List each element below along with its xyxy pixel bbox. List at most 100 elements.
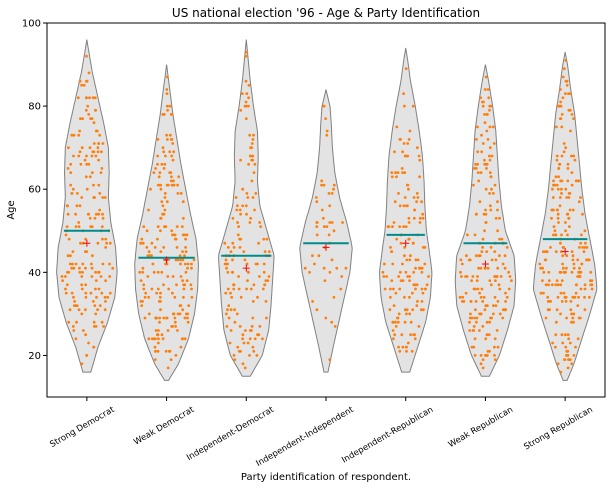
data-point xyxy=(241,333,245,337)
data-point xyxy=(77,221,81,224)
data-point xyxy=(253,162,257,166)
data-point xyxy=(232,283,235,287)
data-point xyxy=(472,167,476,170)
data-point xyxy=(246,196,250,199)
data-point xyxy=(79,241,82,245)
data-point xyxy=(71,250,75,254)
data-point xyxy=(84,266,87,270)
data-point xyxy=(75,304,79,307)
data-point xyxy=(315,221,319,224)
data-point xyxy=(320,179,324,183)
data-point xyxy=(104,279,107,282)
data-point xyxy=(559,291,563,295)
data-point xyxy=(403,196,407,199)
data-point xyxy=(396,171,400,175)
data-point xyxy=(96,308,99,312)
data-point xyxy=(480,150,484,154)
data-point xyxy=(181,279,185,282)
data-point xyxy=(98,192,102,195)
data-point xyxy=(564,229,567,233)
data-point xyxy=(98,208,102,212)
data-point xyxy=(479,362,483,366)
data-point xyxy=(563,333,567,337)
data-point xyxy=(425,283,429,287)
data-point xyxy=(149,187,152,191)
data-point xyxy=(589,270,593,274)
data-point xyxy=(84,283,88,287)
data-point xyxy=(477,266,480,270)
data-point xyxy=(561,96,565,100)
data-point xyxy=(161,146,165,150)
data-point xyxy=(417,154,421,158)
data-point xyxy=(487,333,491,337)
data-point xyxy=(474,300,478,303)
data-point xyxy=(173,320,177,324)
data-point xyxy=(101,142,105,145)
data-point xyxy=(156,349,160,353)
data-point xyxy=(324,316,328,320)
data-point xyxy=(333,325,337,328)
data-point xyxy=(70,291,74,295)
data-point xyxy=(465,254,468,258)
data-point xyxy=(560,333,564,337)
data-point xyxy=(493,358,497,361)
data-point xyxy=(87,113,91,116)
data-point xyxy=(227,304,231,307)
data-point xyxy=(341,221,344,224)
data-point xyxy=(66,204,69,208)
data-point xyxy=(71,325,75,328)
data-point xyxy=(560,192,563,195)
data-point xyxy=(230,295,234,299)
data-point xyxy=(572,312,576,316)
data-point xyxy=(164,154,167,158)
data-point xyxy=(236,221,240,224)
data-point xyxy=(85,162,89,166)
data-point xyxy=(480,287,484,291)
data-point xyxy=(556,187,560,191)
data-point xyxy=(92,300,95,303)
data-point xyxy=(78,266,81,270)
data-point xyxy=(154,167,158,170)
data-point xyxy=(252,133,256,137)
data-point xyxy=(181,200,185,204)
data-point xyxy=(158,316,162,320)
data-point xyxy=(108,241,112,245)
data-point xyxy=(94,270,97,274)
violin-6 xyxy=(454,64,517,377)
data-point xyxy=(560,233,563,237)
data-point xyxy=(558,104,561,108)
data-point xyxy=(584,241,587,245)
data-point xyxy=(231,270,235,274)
y-tick-label: 20 xyxy=(28,351,41,362)
data-point xyxy=(156,225,160,229)
data-point xyxy=(146,254,150,258)
data-point xyxy=(573,158,577,162)
data-point xyxy=(475,316,479,320)
violin-2 xyxy=(134,64,199,381)
data-point xyxy=(251,300,255,303)
data-point xyxy=(181,233,185,237)
data-point xyxy=(478,329,481,332)
data-point xyxy=(236,233,240,237)
data-point xyxy=(485,250,489,254)
data-point xyxy=(488,279,492,282)
data-point xyxy=(153,345,157,349)
data-point xyxy=(182,287,186,291)
data-point xyxy=(100,320,104,324)
data-point xyxy=(183,262,187,266)
data-point xyxy=(231,216,235,220)
data-point xyxy=(423,262,427,266)
data-point xyxy=(175,283,178,287)
data-point xyxy=(264,300,268,303)
data-point xyxy=(77,225,81,229)
data-point xyxy=(571,316,575,320)
data-point xyxy=(559,241,562,245)
data-point xyxy=(559,88,562,91)
data-point xyxy=(267,275,271,278)
data-point xyxy=(393,200,397,204)
data-point xyxy=(97,270,101,274)
data-point xyxy=(494,279,497,282)
data-point xyxy=(415,304,419,307)
data-point xyxy=(488,125,492,129)
